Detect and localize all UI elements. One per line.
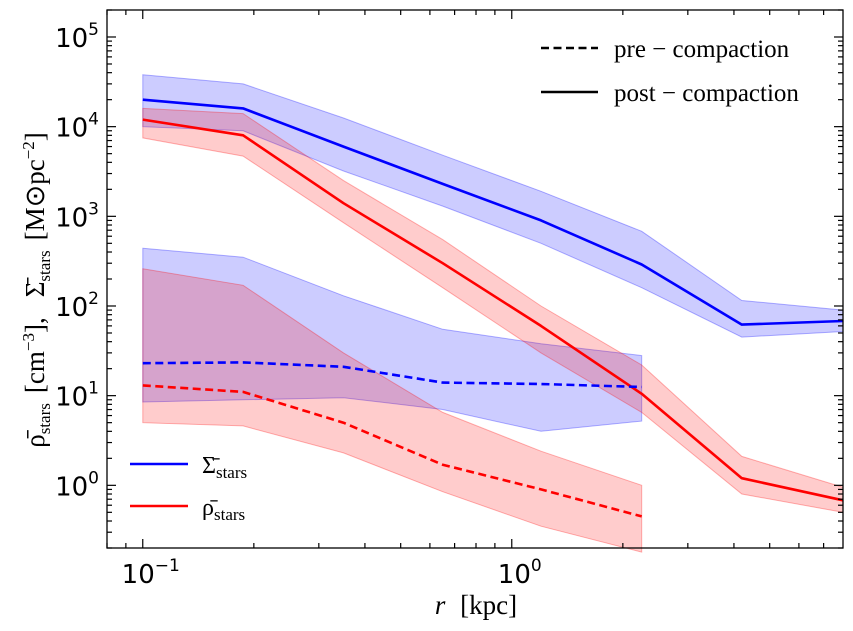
y-title-sigma: Σ̄ [20,277,50,298]
band-sigma_pre [142,247,643,432]
line-sigma_post [142,98,844,326]
series-lines [142,98,844,518]
confidence-bands [142,74,844,553]
legend-rho-label: ρ̄stars [202,495,245,524]
line-rho_post [142,118,844,502]
tick-labels: 10−1 100 100 101 102 103 104 105 [55,20,542,590]
y-tick-label: 103 [55,199,99,233]
y-tick-label: 105 [55,20,99,54]
legend-post-label: post − compaction [614,80,799,107]
y-tick-label: 104 [55,110,99,144]
x-tick-label: 10−1 [122,556,180,590]
legend-linestyle: pre − compaction post − compaction [541,36,799,107]
band-rho_pre [142,268,643,553]
y-tick-label: 101 [55,379,99,413]
y-tick-label: 100 [55,468,99,502]
legend-pre-label: pre − compaction [614,36,790,63]
legend-sigma-label: Σ̄stars [202,453,247,482]
x-axis-title: r [kpc] [435,590,517,620]
line-sigma_pre [142,361,642,389]
x-tick-label: 100 [498,556,542,590]
legend-quantity: Σ̄stars ρ̄stars [130,453,247,524]
y-tick-label: 102 [55,289,99,323]
y-axis-title: ρ̄stars[cm−3],Σ̄stars[M⊙pc−2] [19,132,54,448]
plot-frame [106,9,844,549]
line-rho_pre [142,384,643,518]
